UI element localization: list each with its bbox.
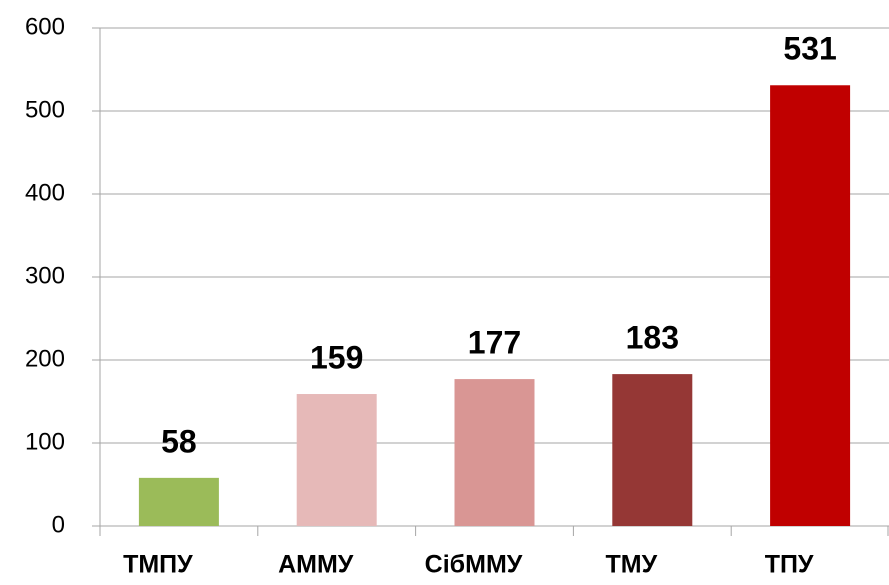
value-label: 58 (161, 423, 197, 459)
value-label: 159 (310, 339, 363, 375)
value-label: 531 (783, 31, 836, 67)
x-tick-label: ТПУ (765, 551, 814, 579)
y-tick-label: 400 (25, 179, 65, 206)
value-label: 177 (468, 325, 521, 361)
value-label: 183 (626, 320, 679, 356)
y-tick-label: 300 (25, 262, 65, 289)
y-tick-label: 0 (52, 511, 65, 538)
bar (770, 85, 851, 527)
bar (296, 394, 377, 526)
y-tick-label: 100 (25, 428, 65, 455)
y-tick-label: 200 (25, 345, 65, 372)
x-tick-label: ТМПУ (123, 551, 193, 579)
x-tick-label: ТМУ (605, 551, 657, 579)
x-tick-label: СібММУ (425, 551, 523, 579)
x-tick-label: АММУ (278, 551, 354, 579)
bar (612, 374, 693, 526)
y-tick-label: 600 (25, 13, 65, 40)
y-tick-label: 500 (25, 96, 65, 123)
bar (454, 379, 535, 526)
bar (138, 477, 219, 526)
